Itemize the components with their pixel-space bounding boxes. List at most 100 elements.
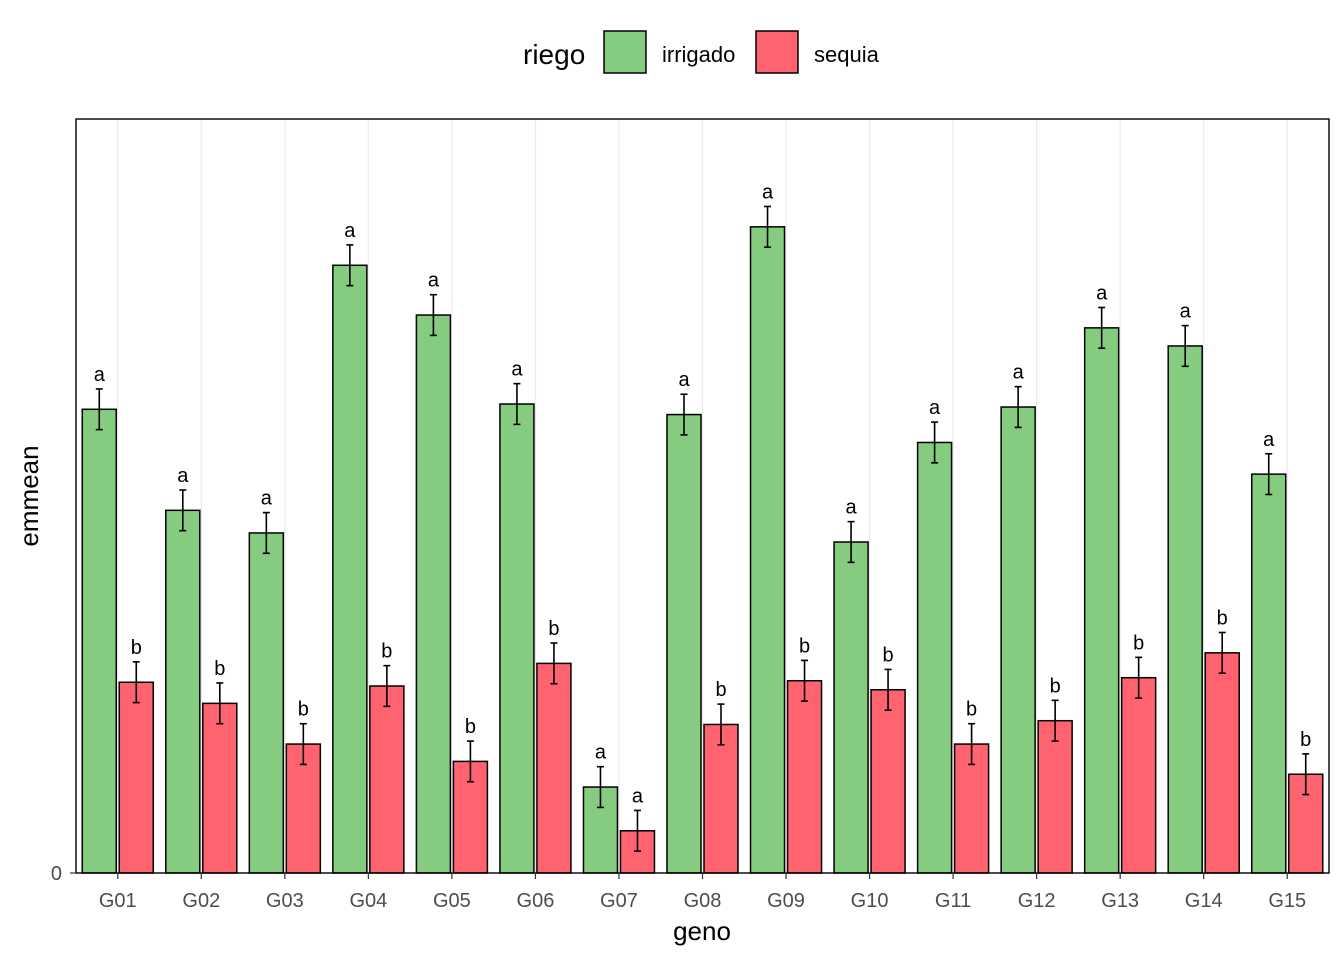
bar-irrigado-G13 — [1083, 327, 1120, 874]
error-bar-sequia-G02 — [216, 682, 224, 725]
bar-irrigado-G10 — [833, 541, 869, 874]
error-bar-irrigado-G02 — [179, 489, 187, 532]
bar-irrigado-G12 — [1000, 406, 1036, 874]
error-bar-sequia-G09 — [801, 659, 809, 702]
error-bar-sequia-G11 — [968, 722, 976, 766]
sig-letter-irrigado-G06: a — [511, 359, 523, 381]
x-axis-ticks: G01 G02 G03 G04 G05 G06 G07 G08 G09 G10 G11 G12 G13 G… — [99, 873, 1306, 912]
bar-irrigado-G05 — [415, 314, 452, 874]
sig-letter-irrigado-G09: a — [762, 181, 774, 203]
error-bar-sequia-G05 — [466, 740, 474, 783]
significance-letters: a b a b a b a b a b a b a a a b a b a b a b a b a b a b a b — [94, 181, 1312, 807]
sig-letter-sequia-G07: a — [632, 785, 644, 807]
sig-letter-sequia-G15: b — [1300, 729, 1311, 751]
x-tick-label: G11 — [935, 890, 971, 912]
x-tick-label: G12 — [1018, 890, 1056, 912]
sig-letter-irrigado-G02: a — [177, 465, 189, 487]
error-bar-irrigado-G14 — [1181, 324, 1189, 368]
bar-irrigado-G01 — [81, 408, 118, 874]
sig-letter-sequia-G04: b — [381, 641, 392, 663]
legend-title: riego — [523, 39, 585, 70]
sig-letter-sequia-G11: b — [966, 699, 977, 721]
error-bar-sequia-G01 — [132, 661, 140, 704]
x-tick-label: G14 — [1185, 890, 1223, 912]
sig-letter-irrigado-G14: a — [1180, 301, 1192, 323]
bar-sequia-G01 — [118, 681, 155, 874]
x-tick-label: G07 — [600, 890, 638, 912]
bar-sequia-G05 — [452, 760, 489, 874]
error-bar-irrigado-G08 — [680, 393, 688, 436]
x-tick-label: G10 — [851, 890, 889, 912]
bar-irrigado-G08 — [666, 413, 702, 874]
error-bar-irrigado-G06 — [513, 382, 521, 426]
bar-irrigado-G02 — [165, 509, 201, 874]
sig-letter-irrigado-G05: a — [428, 270, 440, 292]
sig-letter-irrigado-G11: a — [929, 397, 941, 419]
bar-irrigado-G03 — [248, 532, 285, 874]
sig-letter-sequia-G13: b — [1133, 632, 1144, 654]
x-tick-label: G02 — [182, 890, 220, 912]
bar-irrigado-G15 — [1250, 473, 1287, 874]
sig-letter-sequia-G12: b — [1050, 675, 1061, 697]
error-bar-sequia-G10 — [884, 668, 892, 711]
sig-letter-irrigado-G04: a — [344, 220, 356, 242]
error-bar-irrigado-G15 — [1265, 452, 1273, 496]
error-bar-irrigado-G09 — [764, 205, 772, 248]
legend-label-irrigado: irrigado — [662, 42, 735, 67]
error-bar-sequia-G04 — [383, 664, 391, 708]
x-tick-label: G13 — [1101, 890, 1139, 912]
error-bar-sequia-G14 — [1218, 631, 1226, 674]
y-axis-title: emmean — [14, 445, 44, 546]
legend: riego irrigado sequia — [523, 30, 880, 74]
bar-sequia-G11 — [953, 743, 990, 874]
sig-letter-sequia-G01: b — [131, 637, 142, 659]
bar-sequia-G06 — [536, 662, 572, 874]
bar-sequia-G08 — [703, 723, 739, 874]
x-tick-label: G05 — [433, 890, 471, 912]
bar-sequia-G09 — [786, 679, 823, 874]
bar-irrigado-G06 — [499, 403, 535, 874]
y-axis-ticks: 0 — [51, 863, 76, 885]
legend-swatch-sequia — [755, 30, 799, 74]
sig-letter-irrigado-G12: a — [1013, 362, 1025, 384]
x-tick-label: G09 — [767, 890, 805, 912]
x-tick-label: G15 — [1268, 890, 1306, 912]
x-tick-label: G04 — [349, 890, 387, 912]
sig-letter-irrigado-G08: a — [678, 369, 690, 391]
legend-swatch-irrigado — [603, 30, 647, 74]
bar-sequia-G14 — [1204, 652, 1240, 874]
sig-letter-sequia-G05: b — [465, 716, 476, 738]
x-tick-label: G01 — [99, 890, 137, 912]
bar-irrigado-G09 — [749, 226, 786, 874]
error-bar-irrigado-G10 — [847, 520, 855, 564]
sig-letter-irrigado-G15: a — [1263, 429, 1275, 451]
error-bar-irrigado-G04 — [346, 244, 354, 287]
bar-irrigado-G14 — [1167, 345, 1203, 874]
error-bar-irrigado-G12 — [1014, 385, 1022, 429]
sig-letter-irrigado-G03: a — [261, 488, 273, 510]
sig-letter-sequia-G14: b — [1217, 607, 1228, 629]
error-bars — [95, 205, 1310, 852]
error-bar-sequia-G06 — [550, 642, 558, 685]
legend-label-sequia: sequia — [814, 42, 880, 67]
y-tick-label: 0 — [51, 863, 62, 885]
error-bar-irrigado-G07 — [596, 765, 604, 809]
x-tick-label: G06 — [517, 890, 555, 912]
x-tick-label: G08 — [684, 890, 722, 912]
error-bar-irrigado-G01 — [95, 388, 103, 431]
sig-letter-irrigado-G01: a — [94, 364, 106, 386]
error-bar-irrigado-G13 — [1098, 306, 1106, 350]
sig-letter-sequia-G10: b — [883, 644, 894, 666]
error-bar-irrigado-G03 — [262, 511, 270, 555]
x-tick-label: G03 — [266, 890, 304, 912]
bar-sequia-G04 — [369, 685, 405, 874]
sig-letter-irrigado-G10: a — [846, 497, 858, 519]
sig-letter-irrigado-G07: a — [595, 742, 607, 764]
bar-irrigado-G11 — [916, 441, 953, 874]
bar-sequia-G13 — [1120, 676, 1157, 874]
sig-letter-sequia-G02: b — [214, 658, 225, 680]
bar-sequia-G12 — [1037, 719, 1073, 874]
x-axis-title: geno — [673, 916, 731, 946]
sig-letter-sequia-G08: b — [715, 679, 726, 701]
